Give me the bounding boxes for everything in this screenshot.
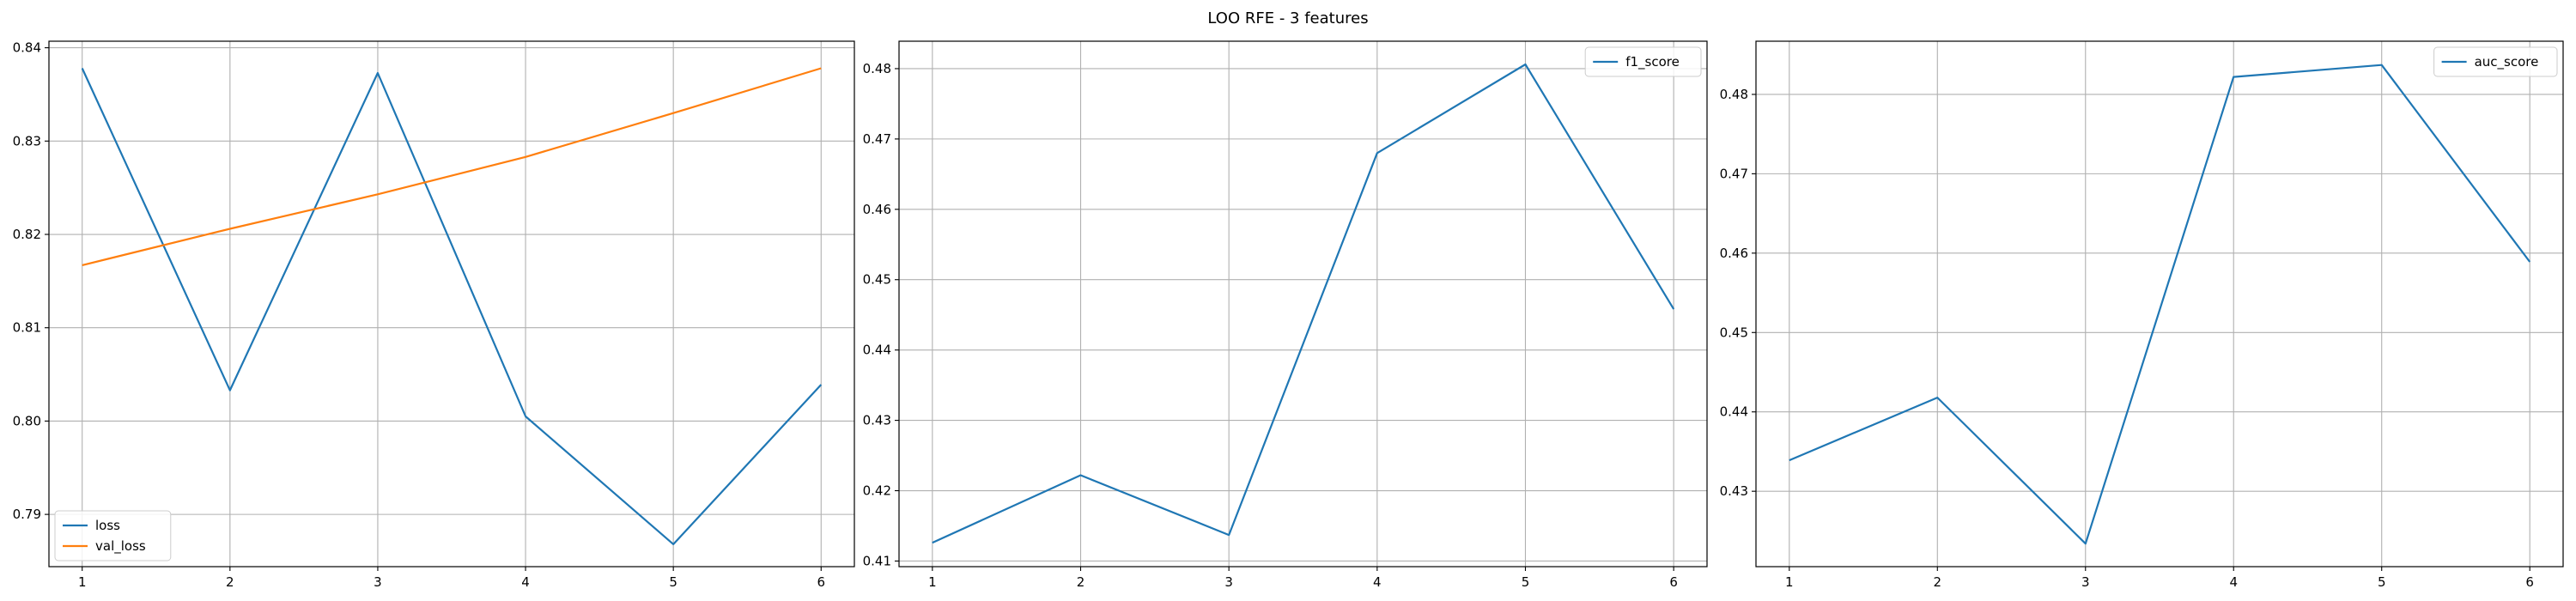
x-axis: 1 2 3 4 5 6 xyxy=(78,567,825,590)
legend-label-f1_score: f1_score xyxy=(1625,54,1680,70)
series-line-val_loss xyxy=(82,67,822,266)
x-tick-label: 4 xyxy=(1373,574,1382,590)
x-tick-label: 1 xyxy=(928,574,937,590)
axes-frame xyxy=(1755,40,2564,568)
x-tick-label: 2 xyxy=(1077,574,1085,590)
axes-frame xyxy=(898,40,1708,568)
x-tick-label: 4 xyxy=(521,574,530,590)
subplot-2: 1 2 3 4 5 6 0.41 0.42 0.43 0.44 0.45 0.46 0.47 0.48 f1… xyxy=(863,40,1708,590)
subplot-1: 1 2 3 4 5 6 0.79 0.80 0.81 0.82 0.83 0.84 loss val_lo… xyxy=(13,40,855,590)
legend: f1_score xyxy=(1584,46,1702,77)
y-tick-label: 0.42 xyxy=(863,483,891,499)
x-tick-label: 4 xyxy=(2229,574,2238,590)
x-tick-label: 1 xyxy=(78,574,87,590)
y-tick-label: 0.47 xyxy=(1720,166,1748,181)
figure-title: LOO RFE - 3 features xyxy=(1207,9,1368,27)
x-tick-label: 3 xyxy=(374,574,382,590)
legend: auc_score xyxy=(2433,46,2558,77)
x-tick-label: 5 xyxy=(669,574,677,590)
x-tick-label: 6 xyxy=(817,574,826,590)
y-tick-label: 0.82 xyxy=(13,227,41,242)
y-tick-label: 0.47 xyxy=(863,131,891,147)
series-group xyxy=(81,67,823,546)
y-tick-label: 0.46 xyxy=(863,202,891,217)
x-tick-label: 6 xyxy=(1669,574,1678,590)
y-tick-label: 0.45 xyxy=(863,272,891,288)
y-tick-label: 0.45 xyxy=(1720,325,1748,340)
axes-frame xyxy=(48,40,855,568)
series-group xyxy=(932,63,1675,544)
grid xyxy=(1756,41,2563,567)
x-tick-label: 3 xyxy=(1224,574,1233,590)
y-axis: 0.43 0.44 0.45 0.46 0.47 0.48 xyxy=(1720,87,1756,499)
legend-box xyxy=(1584,46,1702,77)
y-tick-label: 0.81 xyxy=(13,320,41,336)
x-tick-label: 6 xyxy=(2525,574,2534,590)
x-tick-label: 3 xyxy=(2081,574,2090,590)
subplot-3: 1 2 3 4 5 6 0.43 0.44 0.45 0.46 0.47 0.48 auc_score xyxy=(1720,40,2564,590)
series-group xyxy=(1789,64,2531,545)
legend-label-loss: loss xyxy=(95,518,120,533)
series-line-loss xyxy=(81,68,823,546)
y-tick-label: 0.43 xyxy=(1720,483,1748,499)
y-tick-label: 0.44 xyxy=(863,343,891,358)
grid xyxy=(49,41,854,567)
x-tick-label: 5 xyxy=(2378,574,2386,590)
x-tick-label: 2 xyxy=(1934,574,1942,590)
y-tick-label: 0.41 xyxy=(863,553,891,568)
x-axis: 1 2 3 4 5 6 xyxy=(928,567,1678,590)
legend-label-val_loss: val_loss xyxy=(95,538,146,555)
legend-box xyxy=(54,510,172,562)
y-tick-label: 0.43 xyxy=(863,413,891,428)
legend-label-auc_score: auc_score xyxy=(2475,54,2539,70)
y-tick-label: 0.48 xyxy=(863,61,891,76)
y-tick-label: 0.84 xyxy=(13,40,41,56)
x-tick-label: 5 xyxy=(1522,574,1530,590)
x-tick-label: 2 xyxy=(226,574,234,590)
y-tick-label: 0.79 xyxy=(13,507,41,522)
grid xyxy=(899,41,1707,567)
x-tick-label: 1 xyxy=(1785,574,1794,590)
y-tick-label: 0.80 xyxy=(13,413,41,428)
y-tick-label: 0.83 xyxy=(13,133,41,149)
y-tick-label: 0.46 xyxy=(1720,246,1748,261)
y-axis: 0.79 0.80 0.81 0.82 0.83 0.84 xyxy=(13,40,49,522)
x-axis: 1 2 3 4 5 6 xyxy=(1785,567,2534,590)
y-tick-label: 0.44 xyxy=(1720,404,1748,420)
subplots: 1 2 3 4 5 6 0.79 0.80 0.81 0.82 0.83 0.84 loss val_lo… xyxy=(13,40,2564,590)
legend-box xyxy=(2433,46,2558,77)
series-line-auc_score xyxy=(1789,64,2531,545)
y-tick-label: 0.48 xyxy=(1720,87,1748,102)
series-line-f1_score xyxy=(932,63,1675,544)
y-axis: 0.41 0.42 0.43 0.44 0.45 0.46 0.47 0.48 xyxy=(863,61,899,568)
legend: loss val_loss xyxy=(54,510,172,562)
